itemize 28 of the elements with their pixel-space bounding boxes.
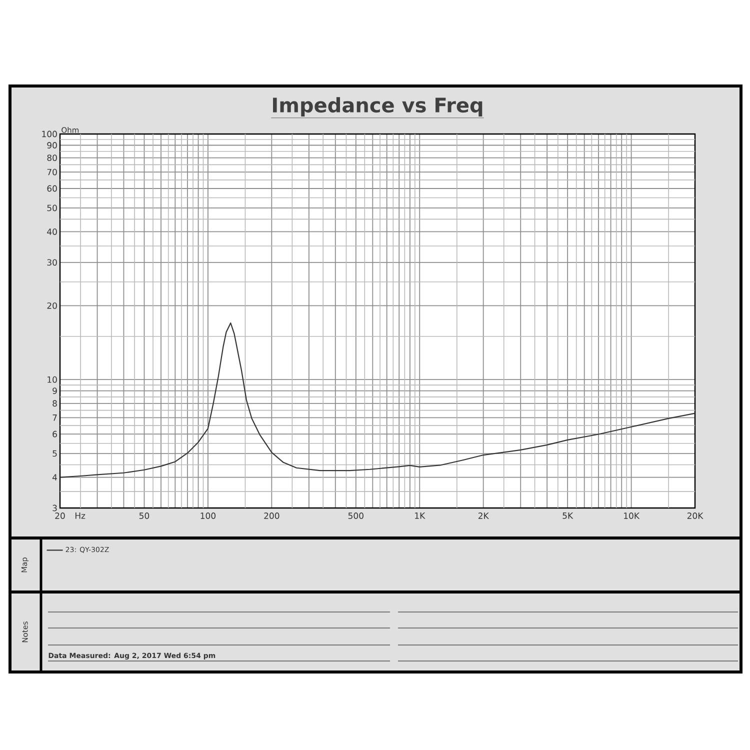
y-tick-label: 4 xyxy=(52,474,57,480)
chart-title: Impedance vs Freq xyxy=(273,97,482,116)
x-tick-label: 500 xyxy=(348,512,364,519)
y-tick-label: 80 xyxy=(47,154,57,162)
x-tick-label: 100 xyxy=(200,512,216,519)
y-tick-label: 7 xyxy=(52,414,57,421)
y-tick-label: 40 xyxy=(47,228,57,235)
x-tick-label: 1K xyxy=(415,512,426,519)
y-tick-label: 5 xyxy=(52,450,57,457)
x-axis-title: Hz xyxy=(75,512,86,519)
y-tick-label: 90 xyxy=(47,142,57,148)
x-tick-label: 20K xyxy=(687,512,704,519)
y-tick-label: 60 xyxy=(47,185,57,192)
y-tick-label: 70 xyxy=(47,168,57,176)
y-tick-label: 10 xyxy=(48,376,57,383)
y-tick-label: 50 xyxy=(47,204,57,212)
y-tick-label: 6 xyxy=(52,430,57,438)
x-tick-label: 2K xyxy=(478,512,490,519)
x-tick-label: 10K xyxy=(624,512,640,519)
y-tick-label: 3 xyxy=(52,504,57,512)
y-tick-label: 100 xyxy=(42,130,57,138)
y-tick-label: 30 xyxy=(47,259,57,266)
x-tick-label: 200 xyxy=(264,512,280,519)
y-tick-label: 9 xyxy=(52,388,57,394)
y-tick-label: 20 xyxy=(47,302,57,309)
x-tick-label: 5K xyxy=(562,512,574,519)
y-tick-label: 8 xyxy=(52,400,57,407)
x-tick-label: 50 xyxy=(139,512,150,519)
